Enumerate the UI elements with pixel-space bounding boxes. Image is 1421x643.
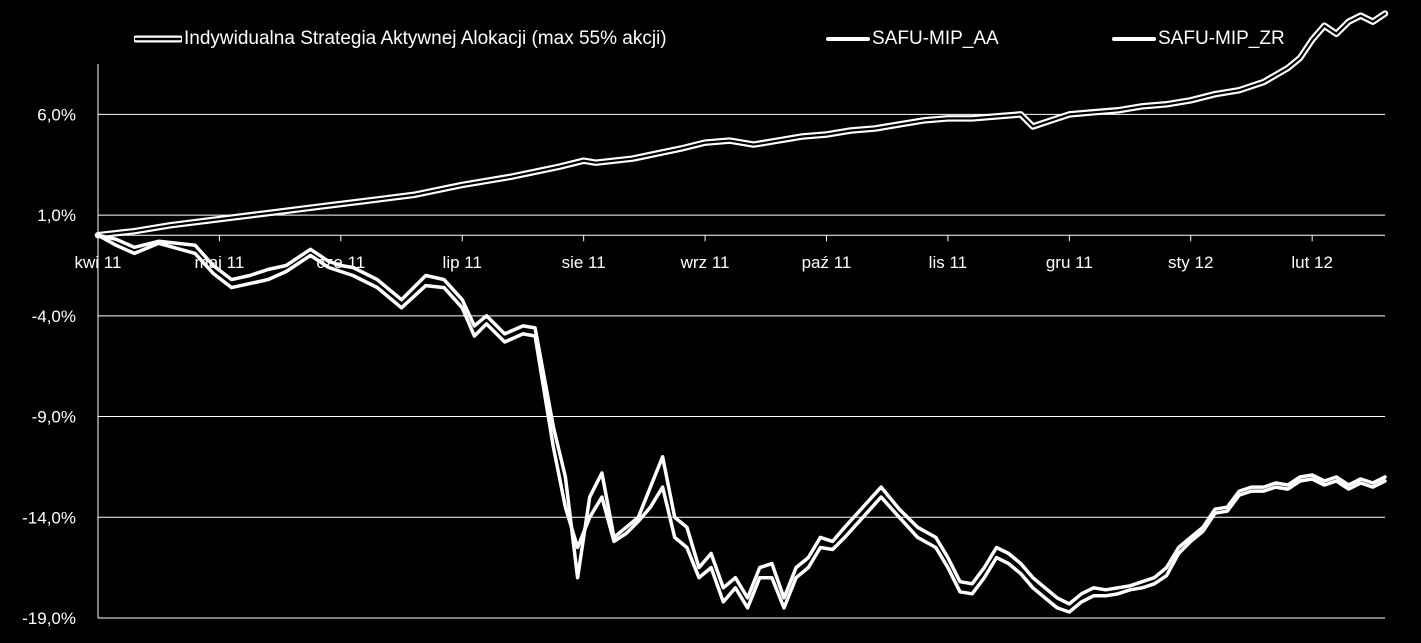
legend-item-strategy: Indywidualna Strategia Aktywnej Alokacji… [134,24,667,54]
legend-label: Indywidualna Strategia Aktywnej Alokacji… [184,28,667,49]
legend-label: SAFU-MIP_ZR [1158,28,1285,49]
y-tick-label: -4,0% [32,307,76,326]
x-axis-ticks: kwi 11 maj 11 cze 11 lip 11 sie 11 wrz 11 paź … [75,235,1333,272]
y-axis-ticks: 6,0% 1,0% -4,0% -9,0% -14,0% -19,0% [22,105,76,628]
x-tick-label: paź 11 [802,253,852,272]
legend-swatch-double [134,35,182,43]
y-tick-label: -19,0% [22,609,76,628]
x-tick-label: sie 11 [562,253,606,272]
legend-item-safu-mip-aa: SAFU-MIP_AA [826,24,999,54]
y-tick-label: -14,0% [22,508,76,527]
y-tick-label: 6,0% [37,105,76,124]
gridlines [98,113,1385,619]
y-tick-label: -9,0% [32,408,76,427]
series-line-1 [96,233,1387,606]
legend-item-safu-mip-zr: SAFU-MIP_ZR [1112,24,1285,54]
series-line-0-inner [96,12,1387,237]
series-lines [94,10,1389,614]
legend-swatch-solid [826,37,870,41]
x-tick-label: lip 11 [443,253,482,272]
series-line-2 [96,233,1387,614]
x-tick-label: wrz 11 [680,253,730,272]
x-tick-label: lut 12 [1291,253,1333,272]
x-tick-label: lis 11 [929,253,967,272]
y-tick-label: 1,0% [37,206,76,225]
legend-swatch-solid [1112,37,1156,41]
legend-label: SAFU-MIP_AA [872,28,999,49]
x-tick-label: gru 11 [1046,253,1093,272]
x-tick-label: sty 12 [1168,253,1213,272]
legend: Indywidualna Strategia Aktywnej Alokacji… [0,24,1421,54]
